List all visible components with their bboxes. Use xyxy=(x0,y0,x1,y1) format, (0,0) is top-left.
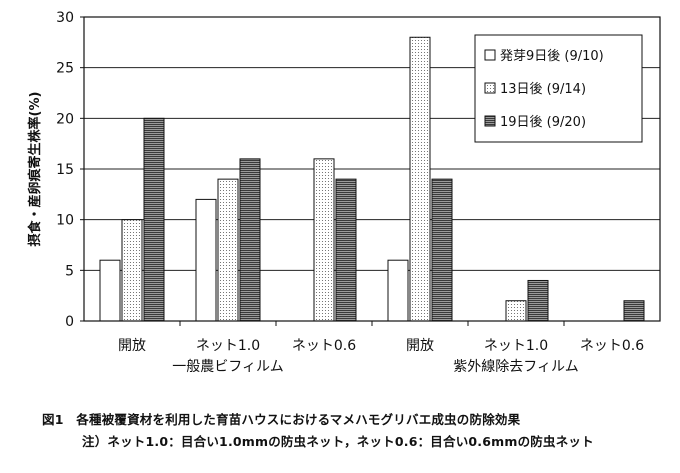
bar-4-1 xyxy=(505,300,527,322)
bar-5-2 xyxy=(623,300,645,322)
x-group-label: 一般農ビフィルム xyxy=(172,359,283,375)
x-tick-label: ネット1.0 xyxy=(484,338,548,354)
x-tick-label: ネット1.0 xyxy=(196,338,260,354)
bar-3-0 xyxy=(387,259,409,322)
bar-2-1 xyxy=(313,158,335,322)
legend-label-1: 13日後 (9/14) xyxy=(500,82,586,97)
y-tick-label: 5 xyxy=(65,263,74,279)
y-tick-label: 30 xyxy=(56,10,74,26)
bar-1-2 xyxy=(239,158,261,322)
bar-4-2 xyxy=(527,279,549,322)
y-tick-label: 15 xyxy=(56,162,74,178)
y-tick-label: 25 xyxy=(56,61,74,77)
y-tick-label: 20 xyxy=(56,111,74,127)
x-group-label: 紫外線除去フィルム xyxy=(453,359,578,375)
bar-3-2 xyxy=(431,178,453,322)
legend-swatch-1 xyxy=(484,82,496,94)
legend-label-0: 発芽9日後 (9/10) xyxy=(500,49,604,64)
x-tick-label: ネット0.6 xyxy=(292,338,356,354)
x-tick-label: 開放 xyxy=(406,338,434,354)
y-tick-label: 0 xyxy=(65,314,74,330)
bar-1-0 xyxy=(195,198,217,322)
legend-swatch-0 xyxy=(484,49,496,61)
x-tick-label: ネット0.6 xyxy=(580,338,644,354)
y-tick-label: 10 xyxy=(56,213,74,229)
x-tick-label: 開放 xyxy=(118,338,146,354)
bar-0-2 xyxy=(143,117,165,322)
bar-0-1 xyxy=(121,219,143,322)
figure-note: 注）ネット1.0：目合い1.0mmの防虫ネット，ネット0.6：目合い0.6mmの… xyxy=(82,434,594,449)
legend: 発芽9日後 (9/10) 13日後 (9/14) 19日後 (9/20) xyxy=(474,34,643,143)
bars xyxy=(99,36,645,322)
bar-0-0 xyxy=(99,259,121,322)
y-axis-title: 摂食・産卵痕寄生株率(%) xyxy=(27,92,43,247)
bar-3-1 xyxy=(409,36,431,322)
axes xyxy=(80,16,661,326)
bar-2-2 xyxy=(335,178,357,322)
axis-labels: 0 5 10 15 20 25 30 開放 ネット1.0 ネット0.6 開放 ネット1.0 ネット0.6… xyxy=(27,10,644,375)
legend-box xyxy=(474,34,643,143)
legend-label-2: 19日後 (9/20) xyxy=(500,115,586,130)
bar-1-1 xyxy=(217,178,239,322)
legend-swatch-2 xyxy=(484,115,496,127)
figure-caption: 図1 各種被覆資材を利用した育苗ハウスにおけるマメハモグリバエ成虫の防除効果 xyxy=(42,412,521,427)
